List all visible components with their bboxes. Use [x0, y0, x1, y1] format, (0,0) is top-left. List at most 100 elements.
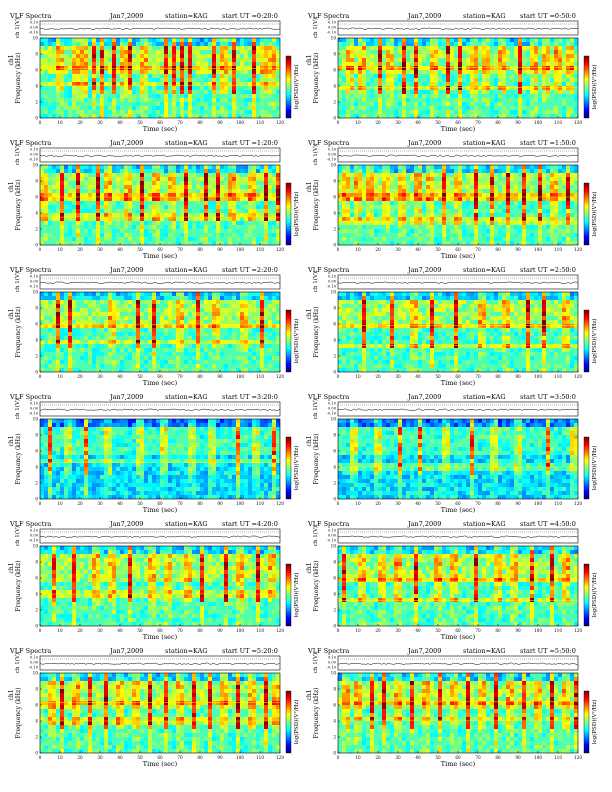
y-tick-label: 0 [333, 751, 336, 756]
waveform-axis-label: ch 1(V) [14, 145, 21, 165]
x-tick-label: 50 [435, 501, 441, 506]
panel-title-start-time: start UT =1:50:0 [520, 139, 576, 147]
x-tick-label: 100 [534, 247, 542, 252]
y-tick-label: 4 [35, 84, 38, 89]
x-tick-label: 20 [77, 501, 83, 506]
x-tick-label: 80 [197, 120, 203, 125]
y-tick-label: 0 [35, 751, 38, 756]
x-tick-label: 120 [574, 120, 582, 125]
channel-label: ch1 [306, 562, 313, 573]
y-axis-label: Frequency (kHz) [15, 433, 22, 484]
x-tick-label: 120 [276, 120, 284, 125]
y-tick-label: 0 [333, 116, 336, 121]
waveform-trace [39, 408, 281, 411]
waveform-tick-label: 0.00 [30, 26, 39, 30]
y-tick-label: 4 [35, 719, 38, 724]
x-tick-label: 30 [97, 374, 103, 379]
x-axis-label: Time (sec) [143, 125, 178, 133]
waveform-tick-label: 0.00 [30, 280, 39, 284]
x-axis-label: Time (sec) [441, 633, 476, 641]
x-tick-label: 40 [415, 755, 421, 760]
y-tick-label: 4 [333, 592, 336, 597]
x-tick-label: 100 [236, 120, 244, 125]
y-tick-label: 0 [333, 370, 336, 375]
x-tick-label: 30 [97, 628, 103, 633]
panel-title-station: station=KAG [463, 520, 506, 528]
x-tick-label: 60 [157, 247, 163, 252]
channel-label: ch1 [8, 308, 15, 319]
spectrogram-panel: VLF Spectra Jan7,2009 station=KAG start UT … [306, 520, 598, 641]
panel-title-date: Jan7,2009 [407, 12, 441, 20]
y-tick-label: 0 [35, 497, 38, 502]
y-tick-label: 8 [35, 179, 38, 184]
x-tick-label: 40 [117, 501, 123, 506]
waveform-axis-label: ch 1(V) [14, 18, 21, 38]
x-tick-label: 20 [375, 628, 381, 633]
spectrogram-panel: VLF Spectra Jan7,2009 station=KAG start UT … [8, 647, 300, 768]
x-tick-label: 0 [337, 628, 340, 633]
y-tick-label: 8 [35, 433, 38, 438]
panel-title-label: VLF Spectra [307, 139, 349, 147]
panel-title-station: station=KAG [165, 12, 208, 20]
waveform-trace [337, 662, 579, 665]
waveform-tick-label: -0.10 [327, 158, 337, 162]
waveform-tick-label: -0.10 [29, 158, 39, 162]
waveform-tick-label: -0.10 [327, 666, 337, 670]
y-tick-label: 10 [331, 671, 337, 676]
x-tick-label: 70 [475, 755, 481, 760]
x-tick-label: 80 [197, 755, 203, 760]
panel-title-date: Jan7,2009 [407, 520, 441, 528]
panel-title-date: Jan7,2009 [109, 266, 143, 274]
x-tick-label: 70 [177, 120, 183, 125]
x-tick-label: 80 [197, 501, 203, 506]
waveform-tick-label: 0.10 [30, 656, 39, 660]
x-tick-label: 60 [157, 374, 163, 379]
waveform-tick-label: 0.00 [328, 26, 337, 30]
x-axis-label: Time (sec) [441, 252, 476, 260]
y-tick-label: 8 [333, 433, 336, 438]
waveform-trace [39, 662, 281, 665]
x-tick-label: 10 [355, 120, 361, 125]
colorbar-label: log(PSD)(V²/Hz) [591, 65, 598, 110]
y-tick-label: 8 [333, 179, 336, 184]
x-tick-label: 40 [117, 374, 123, 379]
y-tick-label: 6 [35, 576, 38, 581]
panel-title-label: VLF Spectra [9, 647, 51, 655]
y-axis-label: Frequency (kHz) [15, 52, 22, 103]
x-tick-label: 100 [236, 247, 244, 252]
x-tick-label: 80 [197, 628, 203, 633]
x-tick-label: 110 [256, 755, 264, 760]
y-tick-label: 10 [331, 290, 337, 295]
x-tick-label: 10 [355, 501, 361, 506]
panel-title-label: VLF Spectra [9, 12, 51, 20]
colorbar-label: log(PSD)(V²/Hz) [293, 192, 300, 237]
y-tick-label: 6 [333, 68, 336, 73]
y-tick-label: 0 [35, 370, 38, 375]
waveform-trace [39, 27, 281, 30]
panel-title-station: station=KAG [165, 647, 208, 655]
x-tick-label: 0 [337, 374, 340, 379]
panel-title-start-time: start UT =4:50:0 [520, 520, 576, 528]
waveform-tick-label: 0.10 [30, 275, 39, 279]
waveform-tick-label: 0.10 [328, 656, 337, 660]
x-tick-label: 10 [355, 755, 361, 760]
x-tick-label: 110 [554, 120, 562, 125]
x-tick-label: 0 [337, 120, 340, 125]
waveform-tick-label: 0.00 [30, 661, 39, 665]
panel-title-date: Jan7,2009 [109, 520, 143, 528]
x-tick-label: 50 [435, 120, 441, 125]
x-axis-label: Time (sec) [441, 506, 476, 514]
colorbar [285, 436, 292, 500]
y-tick-label: 10 [331, 417, 337, 422]
y-tick-label: 2 [333, 481, 336, 486]
waveform-trace [39, 154, 281, 157]
panel-title-label: VLF Spectra [9, 266, 51, 274]
x-tick-label: 100 [534, 755, 542, 760]
y-tick-label: 4 [333, 84, 336, 89]
x-axis-label: Time (sec) [143, 252, 178, 260]
x-tick-label: 90 [217, 374, 223, 379]
x-tick-label: 110 [256, 501, 264, 506]
waveform-trace [337, 154, 579, 157]
panel-title-label: VLF Spectra [9, 520, 51, 528]
panel-title-label: VLF Spectra [9, 393, 51, 401]
